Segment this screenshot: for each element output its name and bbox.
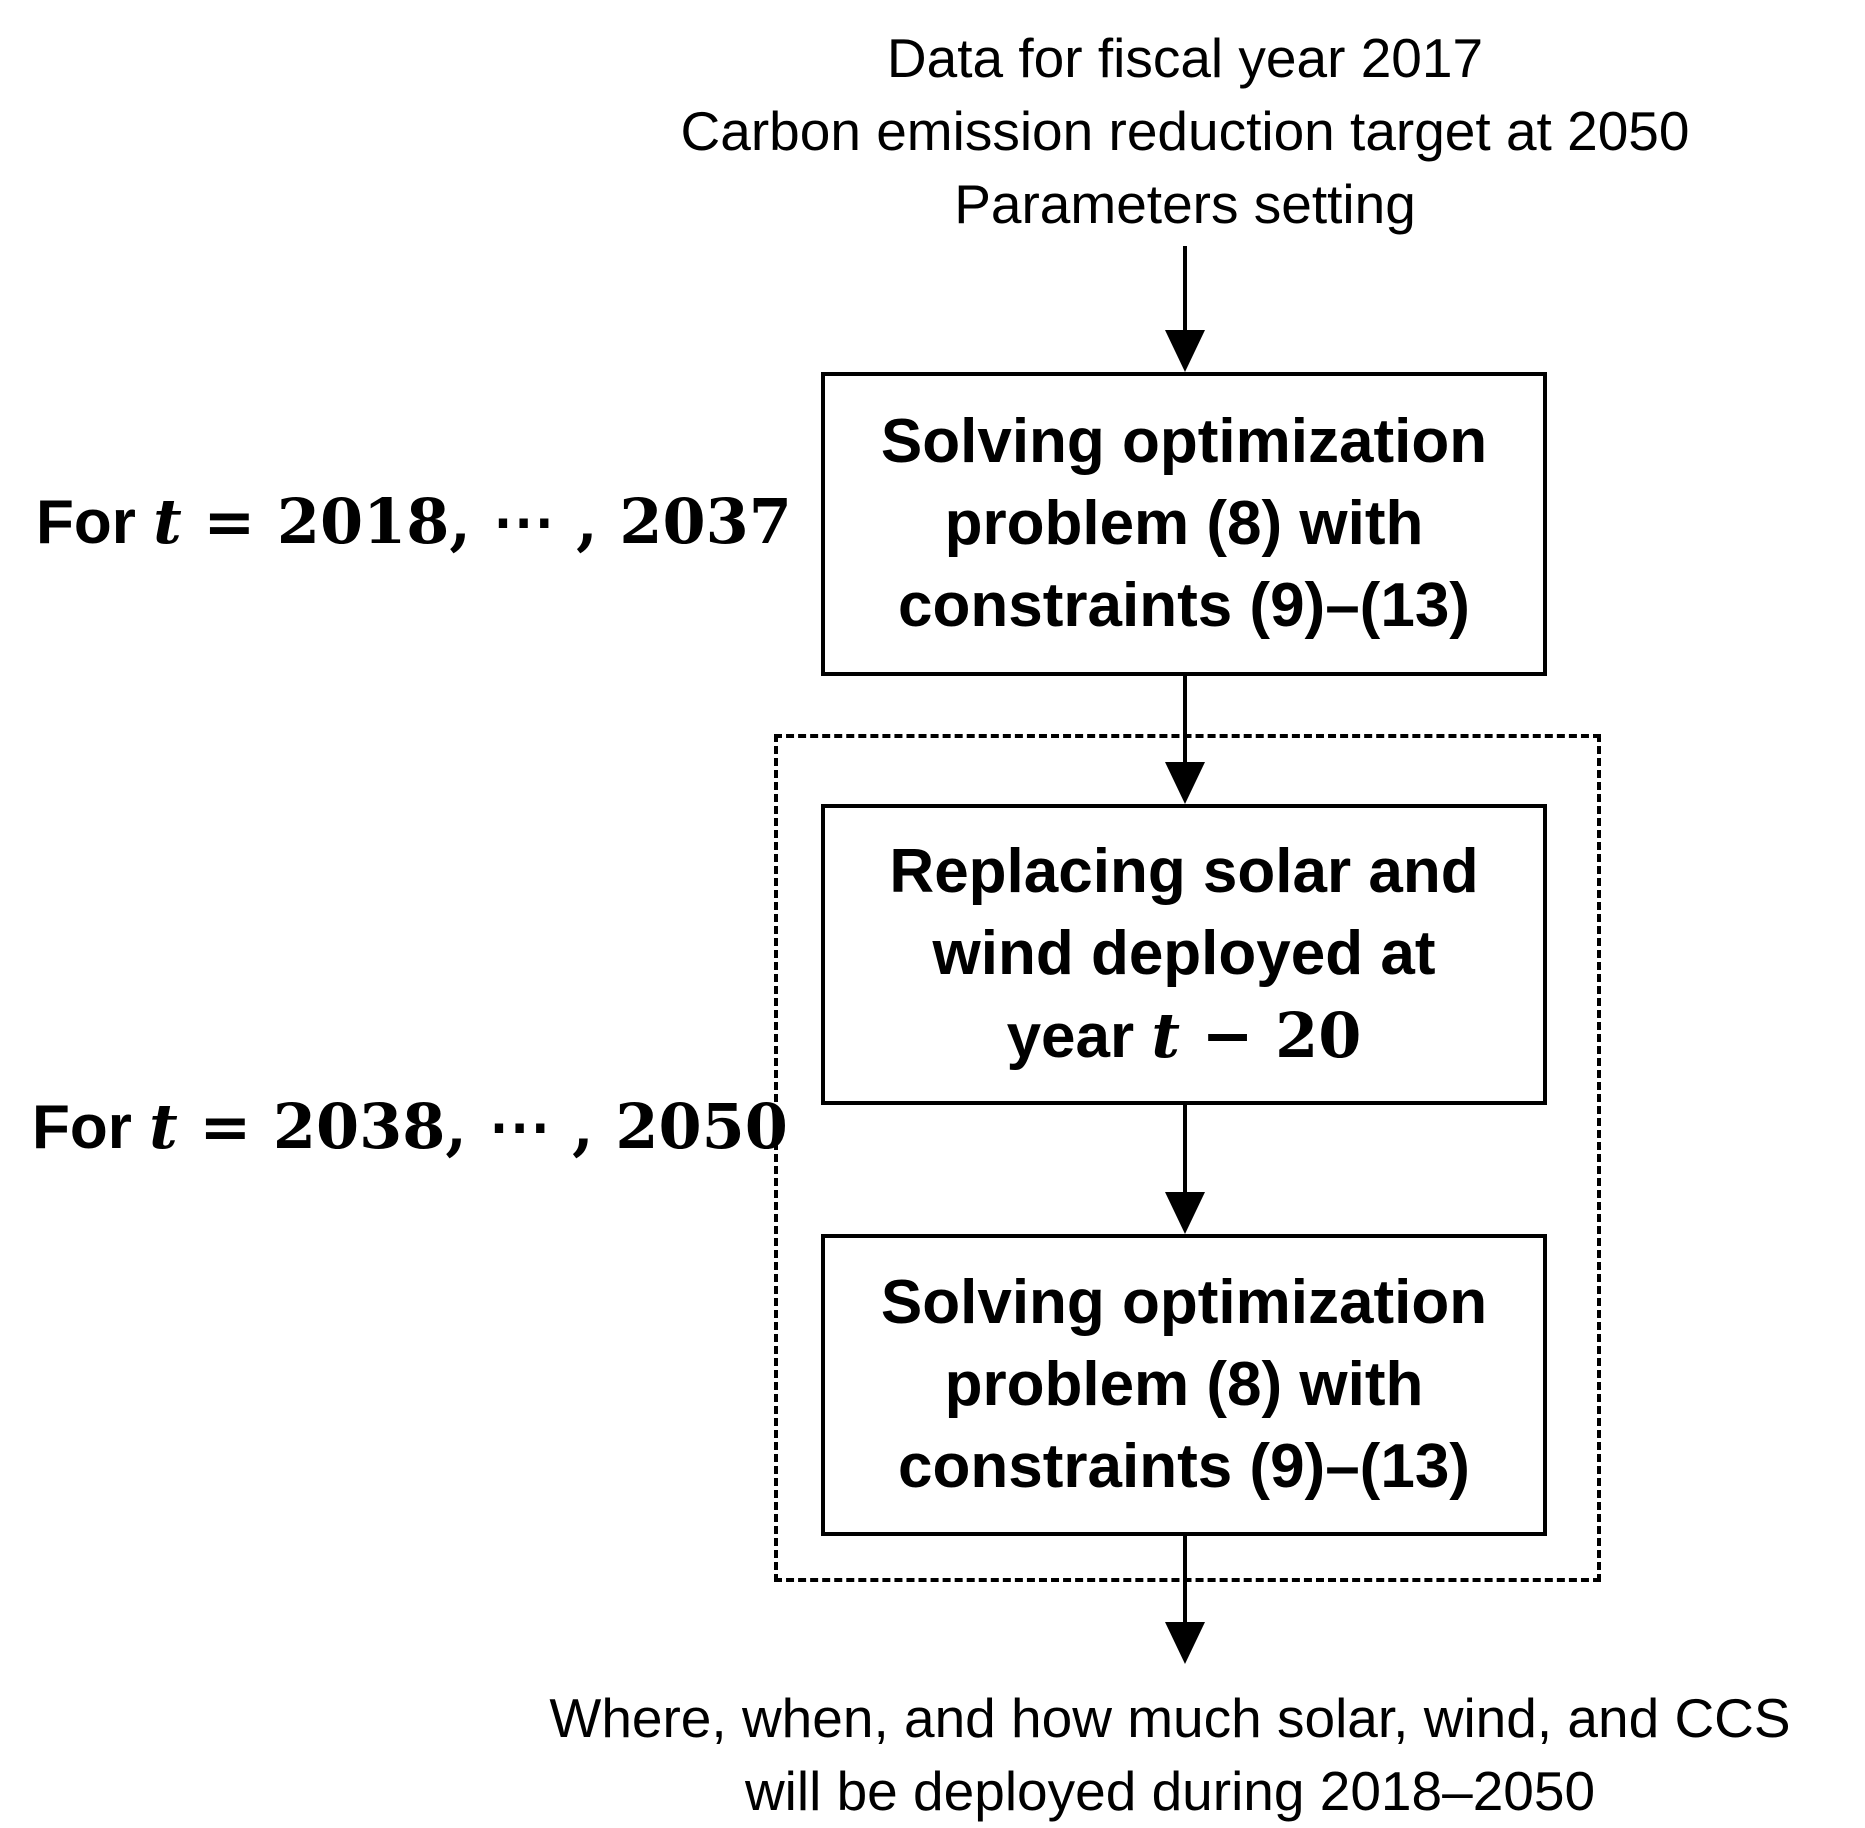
box2-math-rest: − 20 xyxy=(1180,999,1362,1072)
box3-line3: constraints (9)–(13) xyxy=(898,1432,1470,1501)
box2-line3-prefix: year xyxy=(1006,1002,1135,1071)
loop1-prefix: For xyxy=(36,488,136,557)
box3-line1: Solving optimization xyxy=(880,1268,1488,1337)
output-line2: will be deployed during 2018–2050 xyxy=(744,1760,1596,1822)
input-line-target: Carbon emission reduction target at 2050 xyxy=(680,100,1690,162)
loop1-range: = 2018, ⋯ , 2037 xyxy=(181,485,792,558)
output-description: Where, when, and how much solar, wind, a… xyxy=(470,1682,1865,1828)
arrow-box1-to-box2 xyxy=(1165,676,1205,804)
loop2-range: = 2038, ⋯ , 2050 xyxy=(177,1090,788,1163)
output-line1: Where, when, and how much solar, wind, a… xyxy=(549,1687,1791,1749)
box-optimization-2: Solving optimization problem (8) with co… xyxy=(821,1234,1547,1536)
box1-line1: Solving optimization xyxy=(880,407,1488,476)
loop-label-2038-2050: For t = 2038, ⋯ , 2050 xyxy=(32,1090,788,1163)
input-description: Data for fiscal year 2017 Carbon emissio… xyxy=(580,22,1790,241)
box2-line2: wind deployed at xyxy=(932,919,1436,988)
loop1-var: t xyxy=(153,485,182,558)
box1-line2: problem (8) with xyxy=(944,489,1424,558)
loop2-math: t = 2038, ⋯ , 2050 xyxy=(149,1090,788,1163)
box-replacing: Replacing solar and wind deployed at yea… xyxy=(821,804,1547,1105)
loop1-math: t = 2018, ⋯ , 2037 xyxy=(153,485,792,558)
box2-math-var: t xyxy=(1151,999,1181,1072)
loop2-prefix: For xyxy=(32,1093,132,1162)
input-line-data: Data for fiscal year 2017 xyxy=(886,27,1484,89)
box2-line3-math: t − 20 xyxy=(1151,999,1361,1072)
loop2-var: t xyxy=(149,1090,178,1163)
arrow-box2-to-box3 xyxy=(1165,1105,1205,1234)
box1-line3: constraints (9)–(13) xyxy=(898,571,1470,640)
box2-line1: Replacing solar and xyxy=(889,837,1479,906)
box2-line3: year t − 20 xyxy=(889,995,1478,1078)
box-optimization-1: Solving optimization problem (8) with co… xyxy=(821,372,1547,676)
loop-region-dashed xyxy=(774,734,1601,1582)
input-line-parameters: Parameters setting xyxy=(954,173,1416,235)
arrow-inputs-to-box1 xyxy=(1165,246,1205,372)
box3-line2: problem (8) with xyxy=(944,1350,1424,1419)
loop-label-2018-2037: For t = 2018, ⋯ , 2037 xyxy=(36,485,792,558)
